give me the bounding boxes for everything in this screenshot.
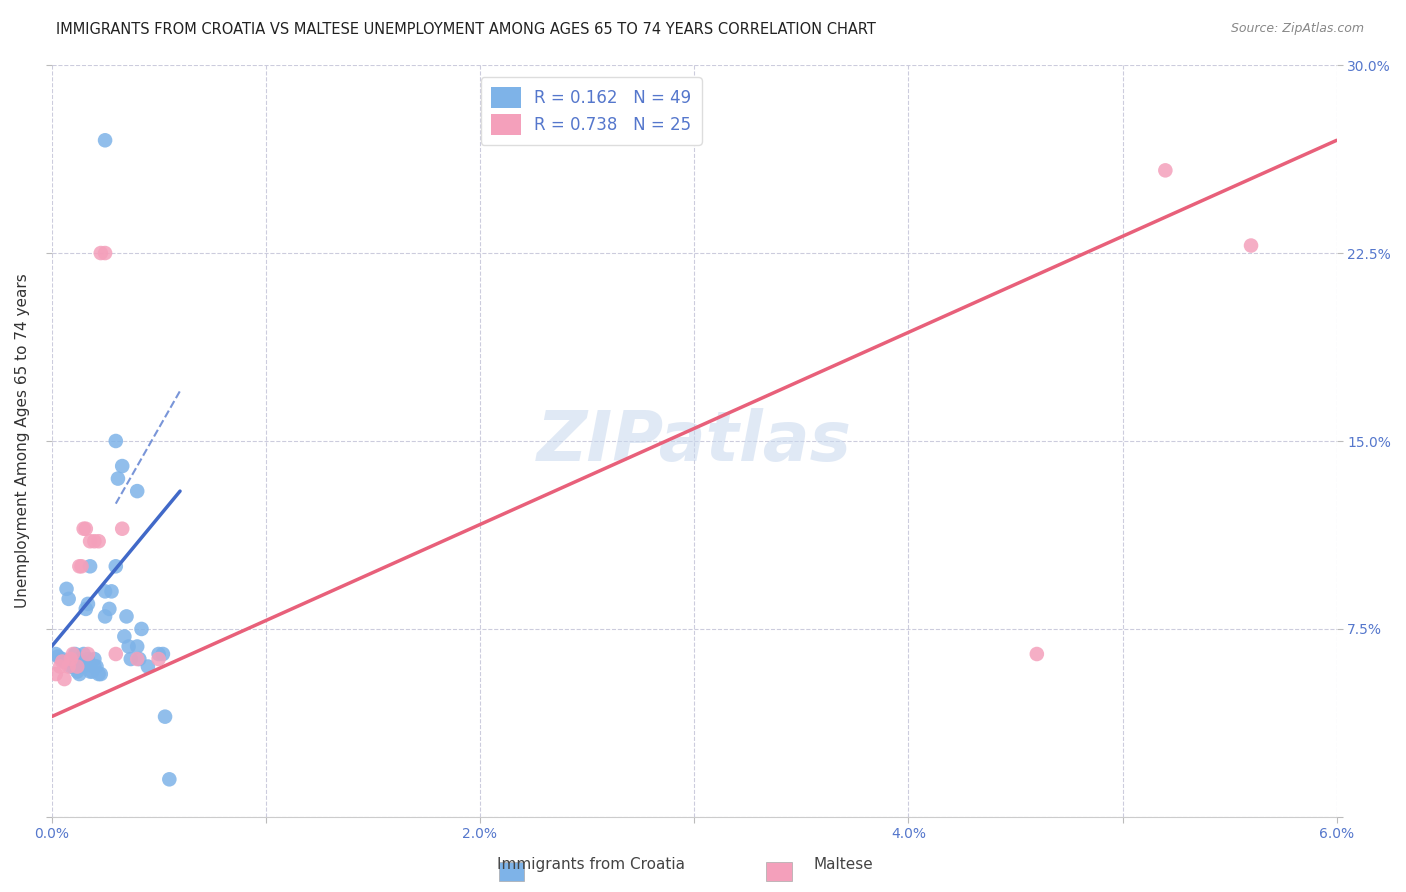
Point	[62, 659, 84, 673]
Point	[127, 652, 149, 666]
Point	[90, 246, 112, 260]
Point	[75, 602, 97, 616]
Point	[1025, 647, 1047, 661]
Point	[53, 655, 76, 669]
Point	[59, 652, 82, 666]
Point	[67, 667, 90, 681]
Point	[157, 772, 180, 787]
Point	[98, 602, 121, 616]
Point	[83, 652, 105, 666]
Point	[63, 647, 86, 661]
Point	[152, 647, 174, 661]
Point	[70, 559, 93, 574]
Point	[131, 622, 153, 636]
Point	[79, 559, 101, 574]
Point	[100, 584, 122, 599]
Point	[111, 522, 134, 536]
Point	[67, 659, 90, 673]
Text: Immigrants from Croatia: Immigrants from Croatia	[496, 857, 685, 872]
Point	[136, 659, 159, 673]
Text: Maltese: Maltese	[814, 857, 873, 872]
Point	[87, 667, 110, 681]
Point	[111, 458, 134, 473]
Point	[94, 609, 117, 624]
Point	[49, 659, 72, 673]
Point	[107, 472, 129, 486]
Point	[1154, 163, 1177, 178]
Text: Source: ZipAtlas.com: Source: ZipAtlas.com	[1230, 22, 1364, 36]
Point	[45, 667, 67, 681]
Point	[104, 647, 127, 661]
Point	[58, 591, 80, 606]
Point	[90, 667, 112, 681]
Point	[62, 655, 84, 669]
Point	[104, 559, 127, 574]
Point	[70, 655, 93, 669]
Point	[104, 434, 127, 448]
Point	[127, 640, 149, 654]
Point	[82, 665, 104, 679]
Point	[86, 659, 108, 673]
Point	[51, 655, 73, 669]
Point	[79, 534, 101, 549]
Point	[1240, 238, 1263, 252]
Point	[87, 534, 110, 549]
Point	[79, 665, 101, 679]
Point	[115, 609, 138, 624]
Point	[117, 640, 139, 654]
Point	[75, 522, 97, 536]
Point	[120, 652, 142, 666]
Point	[66, 659, 89, 673]
Point	[83, 659, 105, 673]
Point	[51, 652, 73, 666]
Point	[77, 597, 100, 611]
Point	[53, 672, 76, 686]
Point	[77, 652, 100, 666]
Point	[83, 534, 105, 549]
Point	[62, 647, 84, 661]
Point	[112, 630, 135, 644]
Point	[46, 649, 69, 664]
Point	[94, 133, 117, 147]
Point	[58, 659, 80, 673]
Text: ZIPatlas: ZIPatlas	[537, 408, 852, 475]
Point	[77, 647, 100, 661]
Point	[94, 584, 117, 599]
Point	[127, 484, 149, 499]
Point	[153, 709, 176, 723]
Point	[148, 647, 170, 661]
Point	[55, 582, 77, 596]
Point	[73, 659, 96, 673]
Text: IMMIGRANTS FROM CROATIA VS MALTESE UNEMPLOYMENT AMONG AGES 65 TO 74 YEARS CORREL: IMMIGRANTS FROM CROATIA VS MALTESE UNEMP…	[56, 22, 876, 37]
Y-axis label: Unemployment Among Ages 65 to 74 years: Unemployment Among Ages 65 to 74 years	[15, 274, 30, 608]
Point	[73, 522, 96, 536]
Point	[66, 665, 89, 679]
Legend: R = 0.162   N = 49, R = 0.738   N = 25: R = 0.162 N = 49, R = 0.738 N = 25	[481, 78, 702, 145]
Point	[128, 652, 150, 666]
Point	[148, 652, 170, 666]
Point	[59, 659, 82, 673]
Point	[94, 246, 117, 260]
Point	[45, 647, 67, 661]
Point	[67, 559, 90, 574]
Point	[73, 647, 96, 661]
